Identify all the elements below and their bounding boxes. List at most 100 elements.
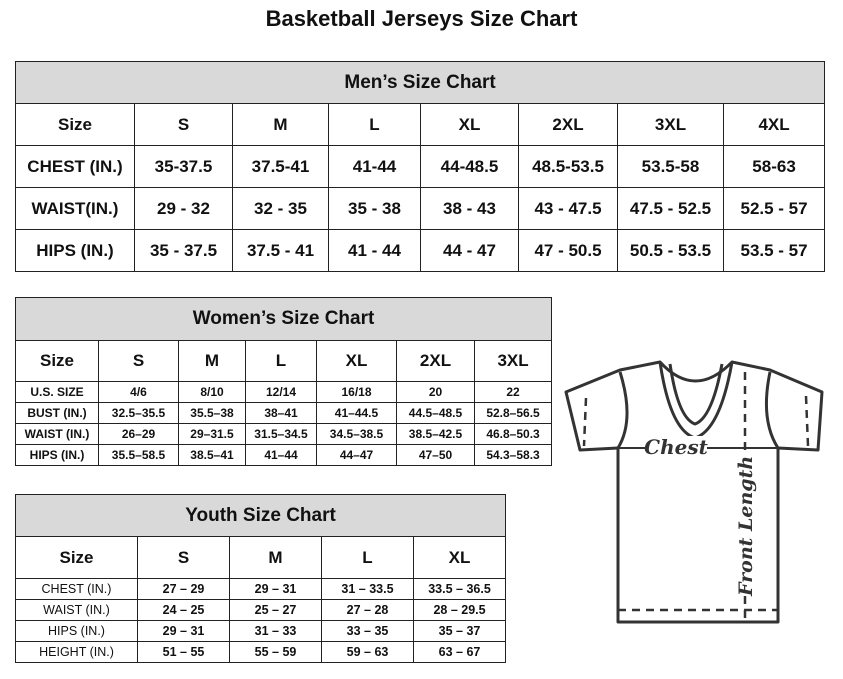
table-row: WAIST (IN.) 26–29 29–31.5 31.5–34.5 34.5–38.… [15,423,553,445]
table-cell: 22 [473,381,553,403]
mens-size-table: Men’s Size Chart Size S M L XL 2XL 3XL 4XL CHEST … [14,61,826,272]
table-cell: 29 – 31 [137,620,230,642]
table-cell: 28 – 29.5 [412,599,507,621]
table-cell: 8/10 [178,381,246,403]
header-cell: XL [420,103,519,146]
table-cell: 20 [396,381,475,403]
row-label: HIPS (IN.) [15,229,135,272]
table-cell: 47.5 - 52.5 [617,187,724,230]
table-cell: 25 – 27 [229,599,322,621]
table-cell: 26–29 [98,423,179,445]
table-cell: 47 - 50.5 [518,229,618,272]
table-cell: 35-37.5 [134,145,233,188]
front-length-label: Front Length [735,456,757,597]
table-cell: 53.5-58 [617,145,724,188]
header-cell: M [229,536,322,579]
header-cell: 3XL [473,340,553,382]
table-caption: Women’s Size Chart [14,297,553,341]
table-cell: 4/6 [98,381,179,403]
row-label: HEIGHT (IN.) [15,641,138,663]
row-label: U.S. SIZE [15,381,99,403]
table-row: BUST (IN.) 32.5–35.5 35.5–38 38–41 41–44.5 44… [15,402,553,424]
jersey-diagram: Chest Front Length [564,360,824,624]
table-cell: 38.5–42.5 [396,423,475,445]
table-cell: 35 – 37 [412,620,507,642]
table-cell: 33 – 35 [321,620,414,642]
table-cell: 51 – 55 [137,641,230,663]
table-row: HIPS (IN.) 35.5–58.5 38.5–41 41–44 44–47 47–5… [15,444,553,466]
row-label: BUST (IN.) [15,402,99,424]
table-row: WAIST(IN.) 29 - 32 32 - 35 35 - 38 38 - 43 43… [15,187,826,230]
table-row: HIPS (IN.) 35 - 37.5 37.5 - 41 41 - 44 44 - … [15,229,826,272]
table-cell: 41–44 [245,444,317,466]
table-cell: 63 – 67 [412,641,507,663]
header-cell: M [178,340,246,382]
table-cell: 35.5–38 [178,402,246,424]
header-cell: L [321,536,414,579]
header-cell: Size [15,536,138,579]
table-cell: 35 - 37.5 [134,229,233,272]
row-label: CHEST (IN.) [15,578,138,600]
table-cell: 44-48.5 [420,145,519,188]
header-cell: XL [316,340,397,382]
table-cell: 29 – 31 [229,578,322,600]
table-cell: 31 – 33 [229,620,322,642]
chest-label: Chest [644,435,708,459]
table-cell: 38 - 43 [420,187,519,230]
table-cell: 35.5–58.5 [98,444,179,466]
table-cell: 52.5 - 57 [722,187,826,230]
table-cell: 58-63 [722,145,826,188]
row-label: HIPS (IN.) [15,444,99,466]
table-cell: 48.5-53.5 [518,145,618,188]
header-row: Size S M L XL 2XL 3XL [15,340,553,382]
row-label: WAIST (IN.) [15,599,138,621]
table-cell: 35 - 38 [328,187,421,230]
table-cell: 27 – 29 [137,578,230,600]
table-cell: 33.5 – 36.5 [412,578,507,600]
row-label: WAIST(IN.) [15,187,135,230]
table-cell: 59 – 63 [321,641,414,663]
table-row: HEIGHT (IN.) 51 – 55 55 – 59 59 – 63 63 – 67 [15,641,507,663]
header-cell: Size [15,103,135,146]
header-cell: S [134,103,233,146]
page-title: Basketball Jerseys Size Chart [265,6,578,31]
table-cell: 32 - 35 [232,187,329,230]
header-cell: L [328,103,421,146]
table-cell: 16/18 [316,381,397,403]
table-cell: 12/14 [245,381,317,403]
table-cell: 43 - 47.5 [518,187,618,230]
table-cell: 41-44 [328,145,421,188]
table-cell: 29–31.5 [178,423,246,445]
header-row: Size S M L XL [15,536,507,579]
row-label: CHEST (IN.) [15,145,135,188]
header-cell: 3XL [617,103,724,146]
table-caption: Youth Size Chart [14,494,507,537]
table-cell: 31.5–34.5 [245,423,317,445]
jersey-outline [564,360,824,624]
header-cell: S [98,340,179,382]
table-caption: Men’s Size Chart [14,61,826,104]
header-cell: XL [412,536,507,579]
table-cell: 34.5–38.5 [316,423,397,445]
table-cell: 29 - 32 [134,187,233,230]
table-cell: 24 – 25 [137,599,230,621]
table-row: CHEST (IN.) 27 – 29 29 – 31 31 – 33.5 33.5 –… [15,578,507,600]
table-row: WAIST (IN.) 24 – 25 25 – 27 27 – 28 28 – 29.… [15,599,507,621]
table-cell: 55 – 59 [229,641,322,663]
table-cell: 44–47 [316,444,397,466]
header-cell: S [137,536,230,579]
header-cell: 4XL [722,103,826,146]
table-cell: 27 – 28 [321,599,414,621]
table-cell: 37.5 - 41 [232,229,329,272]
table-cell: 41–44.5 [316,402,397,424]
header-cell: M [232,103,329,146]
table-cell: 37.5-41 [232,145,329,188]
table-row: HIPS (IN.) 29 – 31 31 – 33 33 – 35 35 – 37 [15,620,507,642]
youth-size-table: Youth Size Chart Size S M L XL CHEST (IN.) 27 –… [14,494,507,663]
header-cell: Size [15,340,99,382]
table-row: CHEST (IN.) 35-37.5 37.5-41 41-44 44-48.5 48.… [15,145,826,188]
header-cell: L [245,340,317,382]
table-cell: 32.5–35.5 [98,402,179,424]
table-cell: 38.5–41 [178,444,246,466]
header-row: Size S M L XL 2XL 3XL 4XL [15,103,826,146]
